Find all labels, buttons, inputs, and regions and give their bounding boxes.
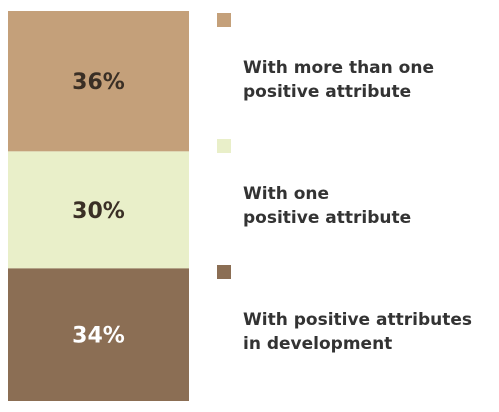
legend-swatch-in-development [217,265,231,279]
data-label-more-than-one: 36% [72,70,125,95]
legend-item-in-development: With positive attributes in development [217,260,497,356]
legend: With more than one positive attribute Wi… [217,8,497,386]
data-label-in-development: 34% [72,324,125,349]
legend-label-one: With one positive attribute [243,184,411,228]
legend-item-one: With one positive attribute [217,134,497,230]
legend-label-in-development: With positive attributes in development [243,310,472,354]
legend-label-more-than-one: With more than one positive attribute [243,58,434,102]
data-label-one: 30% [72,199,125,224]
legend-item-more-than-one: With more than one positive attribute [217,8,497,104]
legend-swatch-more-than-one [217,13,231,27]
legend-swatch-one [217,139,231,153]
